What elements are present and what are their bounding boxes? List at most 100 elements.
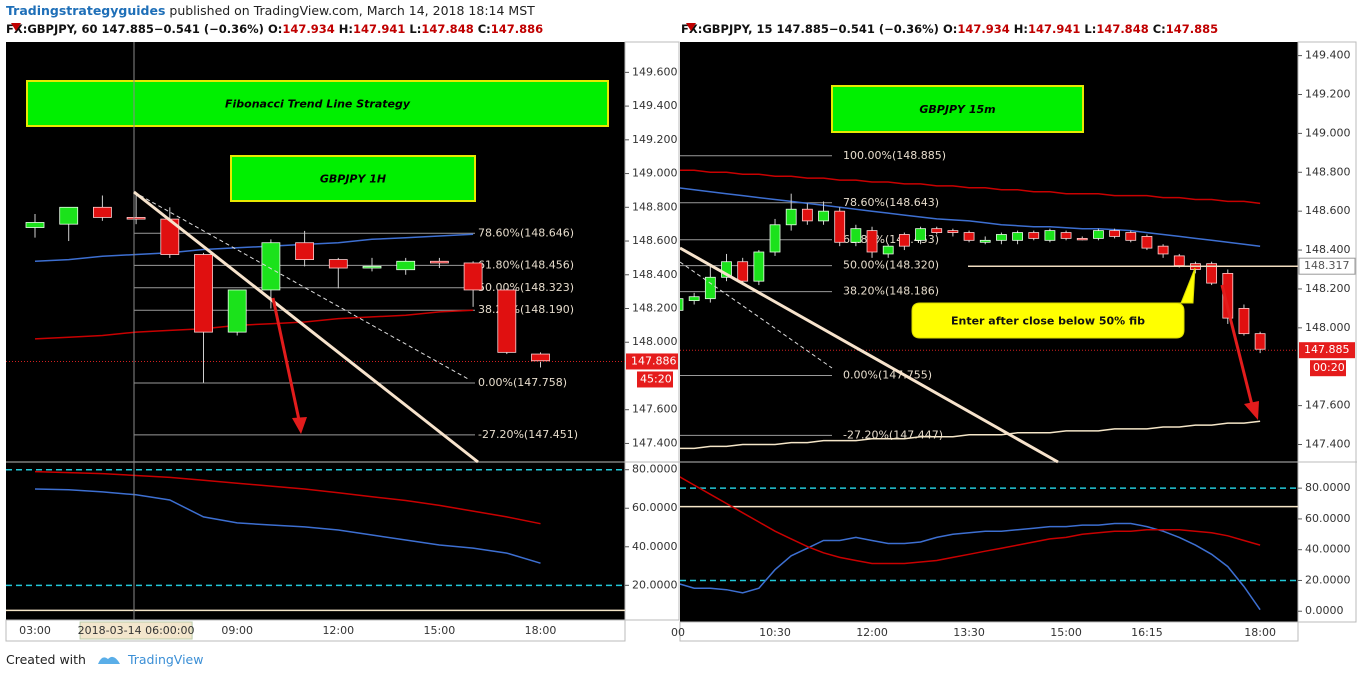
candle-body [947,230,959,233]
time-axis [679,621,1299,642]
candle-body [801,208,813,222]
fib-label: -27.20%(147.447) [843,428,943,441]
subtitle: GBPJPY 15m [919,103,995,116]
fib-label: 38.20%(148.190) [478,303,574,316]
symbol: FX:GBPJPY, 60 [6,22,98,36]
subtitle-box [831,85,1084,133]
fib-label: 0.00%(147.758) [478,376,567,389]
published-note: published on TradingView.com, March 14, … [169,3,535,18]
candle-body [785,208,797,226]
candle-body [531,353,550,362]
y-tick-label: 147.400 [1305,438,1351,451]
moving-average [34,233,474,263]
y-tick-label: 20.0000 [632,578,678,591]
candle-body [295,242,315,260]
oscillator-line [680,476,1261,565]
y-tick-label: 149.400 [1305,49,1351,62]
x-tick-label: 18:00 [525,624,557,637]
y-tick-label: 148.600 [1305,204,1351,217]
y-tick-label: 40.0000 [632,540,678,553]
fib-label: 0.00%(147.755) [843,368,932,381]
created-with: Created with [6,652,86,667]
author[interactable]: Tradingstrategyguides [6,3,166,18]
candle-body [898,234,910,247]
candle-body [1238,307,1250,335]
down-icon [686,23,696,31]
candle-body [1060,232,1072,239]
trend-guide [679,261,833,369]
candle-body [931,228,943,233]
ohlc-label: L: [409,22,422,36]
x-tick-label: 15:00 [424,624,456,637]
candle-body [1044,230,1056,241]
candle-body [194,254,213,333]
y-tick-label: 60.0000 [1305,512,1351,525]
y-tick-label: 148.200 [1305,282,1351,295]
candle-body [1222,272,1234,319]
x-tick-label: 13:30 [953,626,985,639]
price-axis [624,41,680,621]
arrow [271,297,301,421]
price-label-box [1299,342,1355,359]
last-price-text: 147.885 [101,22,154,36]
symbol-info: FX:GBPJPY, 60 147.885 −0.541 (−0.36%) O:1… [6,22,543,36]
fib-label: 50.00%(148.320) [843,259,939,272]
y-tick-label: 148.000 [632,335,678,348]
trend-guide [133,191,471,381]
candle-body [737,261,749,282]
ohlc-label: L: [1084,22,1097,36]
brand[interactable]: TradingView [127,652,204,667]
fib-label: 38.20%(148.186) [843,285,939,298]
countdown-box [1310,360,1346,377]
price-label: 147.886 [631,354,677,367]
fib-label: -27.20%(147.451) [478,428,578,441]
y-tick-label: 147.600 [632,403,678,416]
symbol: FX:GBPJPY, 15 [681,22,773,36]
y-tick-label: 147.600 [1305,399,1351,412]
title: Fibonacci Trend Line Strategy [225,98,411,111]
fib-label: 61.80%(148.456) [478,258,574,271]
candle-body [1028,232,1040,239]
candle-body [850,228,862,243]
candle-body [59,206,79,225]
candle-body [1093,230,1104,239]
ohlc-value: 147.941 [352,22,406,36]
drawings [133,42,1259,620]
candle-body [688,296,700,302]
chart-layer: 78.60%(148.646) 61.80%(148.456) 50.00%(148… [5,41,1357,642]
moving-average [680,169,1261,205]
candle-body [996,234,1007,241]
ohlc-label: H: [1013,22,1028,36]
y-tick-label: 147.400 [632,436,678,449]
footer: Created with TradingView [6,650,203,667]
ohlc-value: 147.848 [421,22,474,36]
y-tick-label: 60.0000 [632,501,678,514]
candle-body [429,260,449,264]
x-tick-label: 00 [671,626,685,639]
subtitle: GBPJPY 1H [320,173,386,186]
trend-line [133,190,479,464]
candle-body [1109,230,1120,237]
candle-body [882,245,894,255]
candle-body [1125,232,1137,241]
candle-body [93,206,112,218]
x-tick-label: 18:00 [1244,626,1276,639]
candle-body [463,262,483,291]
countdown-box [637,371,673,388]
plot-background [6,42,625,620]
ohlc-label: C: [477,22,491,36]
fib-label: 50.00%(148.323) [478,281,574,294]
y-tick-label: 148.200 [632,302,678,315]
x-tick-label: 09:00 [221,624,253,637]
change: −0.541 (−0.36%) [828,22,939,36]
callout [911,267,1196,339]
y-tick-label: 148.400 [1305,243,1351,256]
oscillator-line [34,488,541,564]
trend-line [679,246,1059,464]
y-tick-label: 148.600 [632,234,678,247]
candle-body [1173,255,1185,267]
change: −0.541 (−0.36%) [153,22,264,36]
symbol-info: FX:GBPJPY, 15 147.885 −0.541 (−0.36%) O:1… [681,22,1218,36]
arrow-head [1244,401,1259,420]
moving-average [680,187,1261,247]
